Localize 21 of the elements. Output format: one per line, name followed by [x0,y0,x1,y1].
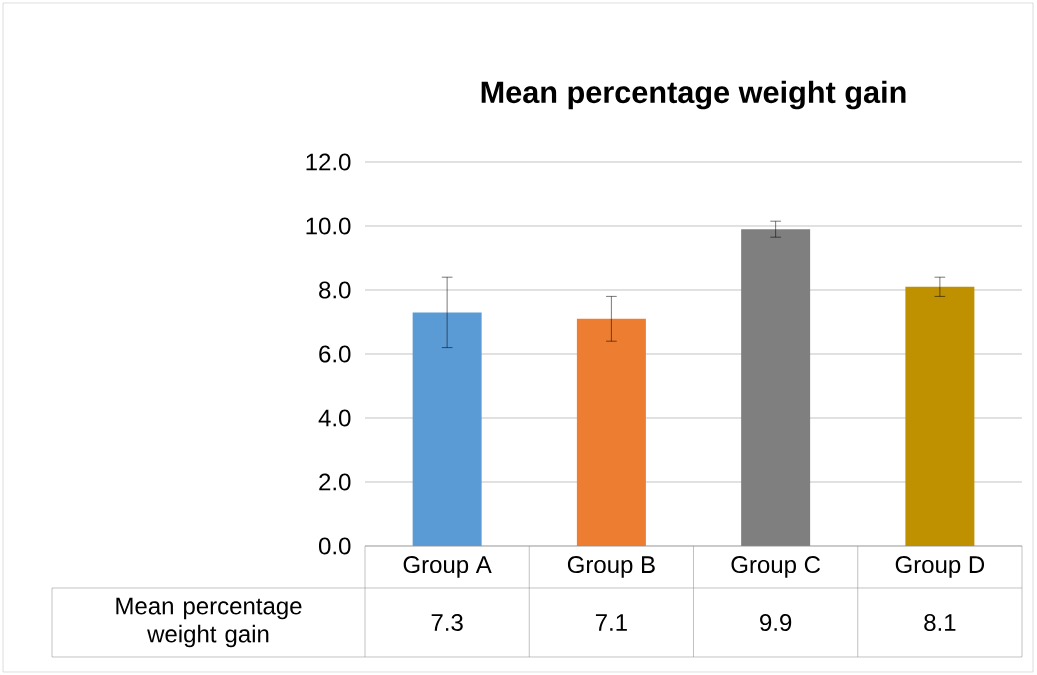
y-tick-label: 8.0 [319,281,351,299]
bar [905,286,975,546]
y-tick-label: 2.0 [319,473,351,491]
y-tick-label: 4.0 [318,409,351,427]
x-tick-label: Group D [895,556,985,578]
y-tick-label: 12.0 [306,153,351,171]
data-label: 7.3 [431,613,463,631]
y-tick-label: 6.0 [319,345,351,363]
y-tick-label: 0.0 [318,537,351,555]
text: Mean percentage weight gain [116,597,302,648]
data-label: 8.1 [924,613,956,631]
chart-title: Mean percentage weight gain [481,80,906,110]
bar [576,318,646,546]
data-label: 9.9 [760,613,792,631]
x-tick-label: Group C [731,556,821,578]
y-tick-label: 10.0 [306,217,351,235]
bar [412,312,482,546]
x-tick-label: Group A [403,556,492,578]
data-label: 7.1 [595,614,627,631]
bar [741,229,811,546]
x-tick-label: Group B [567,556,655,578]
